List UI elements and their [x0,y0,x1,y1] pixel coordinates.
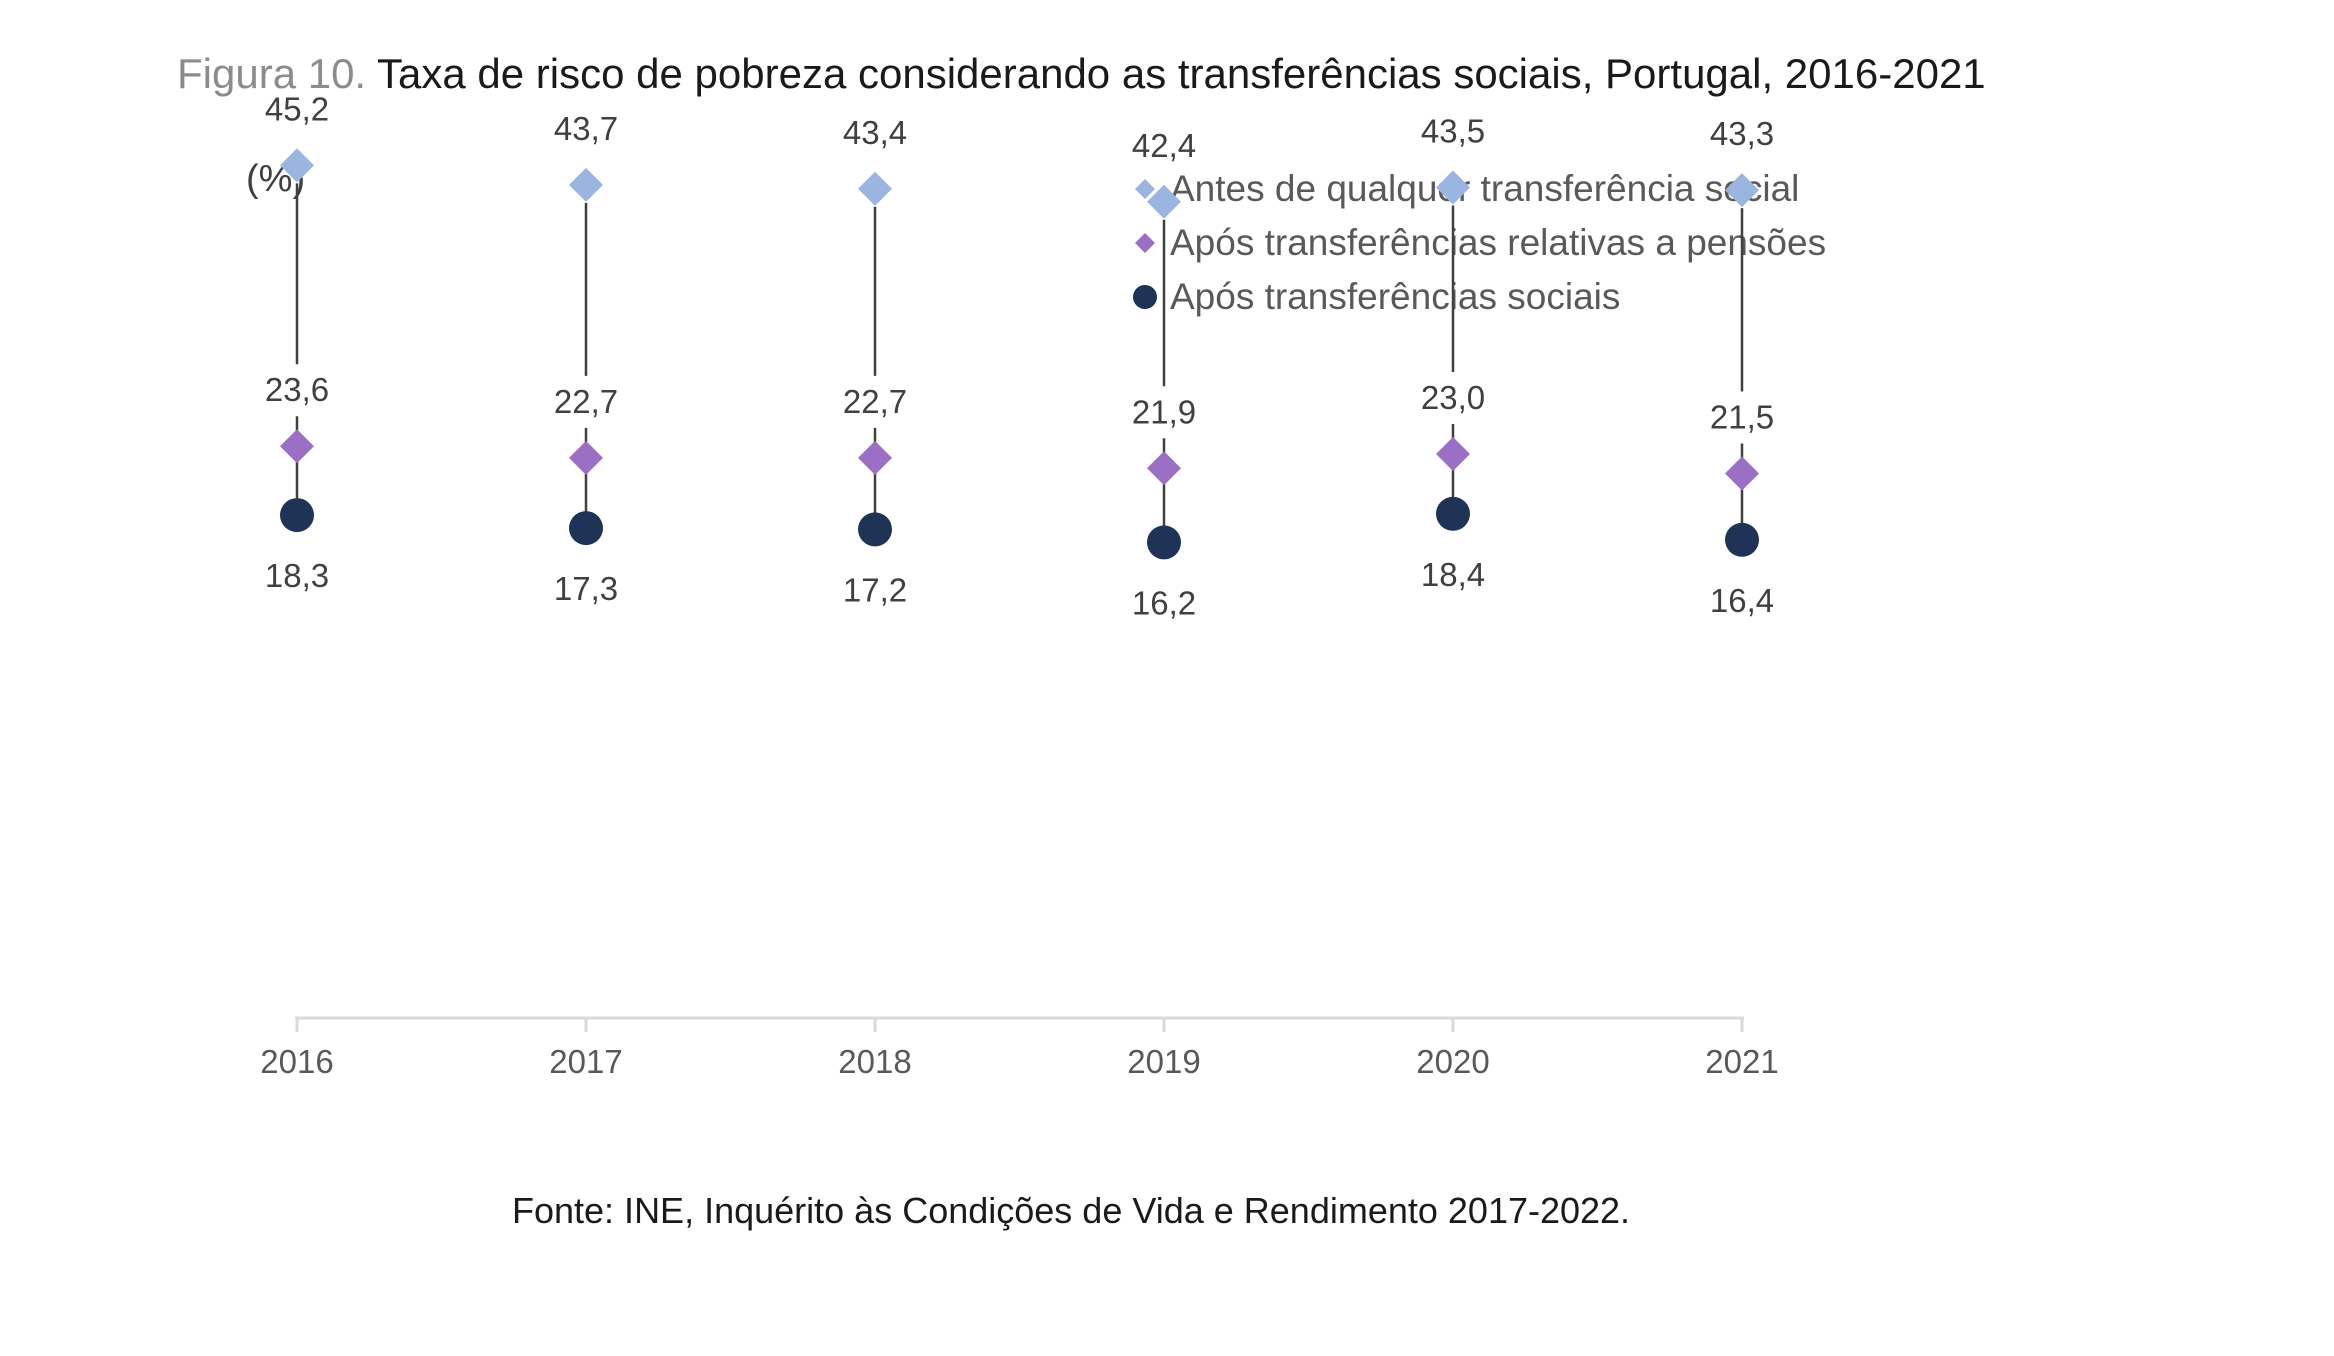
chart-legend: Antes de qualquer transferência social A… [1130,162,1826,324]
data-label-before: 43,4 [843,114,907,151]
data-label-pensions: 23,0 [1421,379,1485,416]
marker-after [1147,525,1181,560]
marker-before [1725,173,1759,208]
legend-label-after: Após transferências sociais [1170,276,1621,317]
data-label-after: 18,3 [265,557,329,594]
legend-diamond-before-icon [1135,179,1155,199]
source-note: Fonte: INE, Inquérito às Condições de Vi… [512,1190,1631,1231]
marker-pensions [858,440,892,475]
data-label-pensions: 21,9 [1132,393,1196,430]
data-label-pensions: 23,6 [265,371,329,408]
data-label-after: 16,2 [1132,584,1196,621]
legend-circle-after-icon [1133,285,1157,309]
legend-item-before: Antes de qualquer transferência social [1130,162,1826,216]
figure-title: Figura 10. Taxa de risco de pobreza cons… [177,50,1986,98]
data-label-after: 17,3 [554,570,618,607]
marker-pensions [569,440,603,475]
data-label-after: 16,4 [1710,582,1774,619]
marker-after [1725,522,1759,557]
dot-plot-chart: 2016 45,2 23,6 18,3 2017 43,7 22,7 17,3 2018 43,4… [260,90,1778,1080]
x-tick-label: 2019 [1127,1043,1200,1080]
figure-number: Figura 10. [177,50,367,97]
x-tick-label: 2020 [1416,1043,1489,1080]
marker-after [858,512,892,547]
legend-diamond-pensions-icon [1135,233,1155,253]
legend-item-after: Após transferências sociais [1130,270,1826,324]
marker-pensions [1147,451,1181,486]
figure-title-text: Taxa de risco de pobreza considerando as… [377,50,1986,97]
legend-label-pensions: Após transferências relativas a pensões [1170,222,1827,263]
marker-before [1436,170,1470,205]
marker-before [1147,184,1181,219]
marker-pensions [1436,437,1470,471]
data-label-before: 43,3 [1710,115,1774,152]
marker-before [858,171,892,206]
data-label-before: 43,5 [1421,113,1485,150]
marker-before [569,167,603,202]
data-label-after: 18,4 [1421,556,1485,593]
data-label-pensions: 22,7 [554,383,618,420]
legend-label-before: Antes de qualquer transferência social [1170,168,1800,209]
x-tick-label: 2021 [1705,1043,1778,1080]
data-label-pensions: 21,5 [1710,399,1774,436]
x-tick-label: 2017 [549,1043,622,1080]
x-tick-label: 2018 [838,1043,911,1080]
data-label-before: 45,2 [265,90,329,127]
marker-after [569,511,603,546]
data-label-before: 43,7 [554,110,618,147]
marker-pensions [280,429,314,464]
data-label-before: 42,4 [1132,127,1196,164]
x-tick-label: 2016 [260,1043,333,1080]
marker-after [280,498,314,533]
marker-pensions [1725,456,1759,491]
legend-item-pensions: Após transferências relativas a pensões [1130,216,1826,270]
marker-after [1436,496,1470,531]
data-label-pensions: 22,7 [843,383,907,420]
data-label-after: 17,2 [843,571,907,608]
marker-before [280,148,314,183]
